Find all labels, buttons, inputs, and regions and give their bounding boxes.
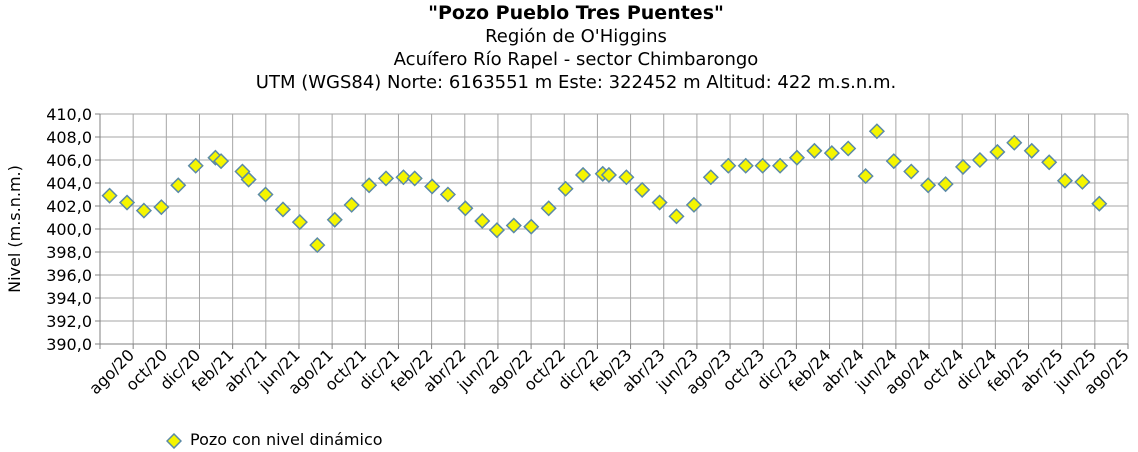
data-point [240, 171, 257, 188]
data-point [937, 176, 954, 193]
data-point [840, 140, 857, 157]
data-point [772, 157, 789, 174]
chart-legend: Pozo con nivel dinámico [165, 430, 383, 449]
data-point [720, 157, 737, 174]
data-point [377, 170, 395, 187]
data-point [540, 200, 557, 217]
data-point [634, 181, 651, 198]
data-point [702, 169, 719, 186]
data-point [488, 222, 505, 239]
data-point [257, 186, 274, 203]
data-point [101, 187, 118, 204]
data-point [954, 158, 972, 175]
data-point [685, 196, 703, 213]
chart-subtitle-region: Región de O'Higgins [485, 26, 667, 47]
data-point [505, 217, 522, 234]
y-tick-label: 404,0 [46, 174, 92, 193]
data-point [326, 211, 343, 228]
y-tick-label: 392,0 [46, 312, 92, 331]
legend-label: Pozo con nivel dinámico [190, 430, 383, 449]
data-point [187, 157, 204, 174]
data-point [1023, 142, 1040, 159]
y-tick-label: 396,0 [46, 266, 92, 285]
data-point [557, 180, 574, 197]
data-point [457, 200, 474, 217]
chart-title: "Pozo Pueblo Tres Puentes" [428, 2, 724, 24]
data-point [885, 153, 902, 170]
data-point [439, 186, 456, 203]
y-tick-label: 406,0 [46, 151, 92, 170]
y-tick-label: 402,0 [46, 197, 92, 216]
data-point [574, 166, 592, 184]
y-axis-label: Nivel (m.s.n.m.) [5, 165, 24, 293]
chart-titles: "Pozo Pueblo Tres Puentes" Región de O'H… [0, 2, 1138, 94]
y-tick-label: 394,0 [46, 289, 92, 308]
y-tick-label: 410,0 [46, 105, 92, 124]
chart-subtitle-coordinates: UTM (WGS84) Norte: 6163551 m Este: 32245… [255, 72, 897, 93]
data-point [903, 163, 920, 180]
data-point [406, 170, 423, 187]
data-point [424, 178, 441, 195]
data-point [651, 194, 668, 211]
y-tick-label: 400,0 [46, 220, 92, 239]
data-point [135, 202, 152, 219]
data-point [170, 177, 187, 194]
data-point [618, 169, 635, 186]
chart-subtitle-aquifer: Acuífero Río Rapel - sector Chimbarongo [393, 49, 759, 70]
data-point [343, 196, 360, 213]
data-point [754, 157, 771, 174]
data-point [868, 123, 885, 140]
data-point [600, 166, 617, 184]
data-point [1056, 172, 1074, 189]
data-point [737, 157, 754, 174]
data-point [153, 199, 170, 216]
data-point [274, 201, 292, 218]
data-point [1006, 134, 1023, 151]
data-point [823, 145, 840, 162]
data-point [668, 208, 685, 225]
data-point [971, 151, 988, 169]
y-tick-label: 408,0 [46, 128, 92, 147]
y-tick-label: 390,0 [46, 335, 92, 354]
y-tick-label: 398,0 [46, 243, 92, 262]
data-point [1091, 195, 1108, 212]
data-point [361, 177, 378, 194]
data-point [857, 168, 874, 185]
data-point [212, 153, 230, 170]
data-point [523, 218, 540, 235]
legend-marker-icon [165, 432, 183, 449]
data-point [788, 149, 806, 166]
data-point [474, 212, 491, 230]
data-point [395, 169, 412, 186]
data-point [920, 177, 937, 194]
data-point [291, 214, 308, 231]
data-point [1041, 154, 1058, 171]
data-point [309, 237, 326, 254]
data-point [1074, 173, 1091, 190]
data-point [989, 143, 1006, 161]
data-point [806, 142, 823, 159]
data-point [118, 194, 136, 211]
